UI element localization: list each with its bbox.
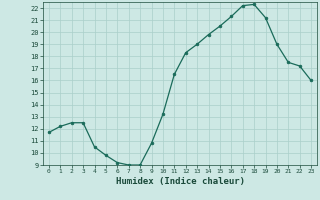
- X-axis label: Humidex (Indice chaleur): Humidex (Indice chaleur): [116, 177, 244, 186]
